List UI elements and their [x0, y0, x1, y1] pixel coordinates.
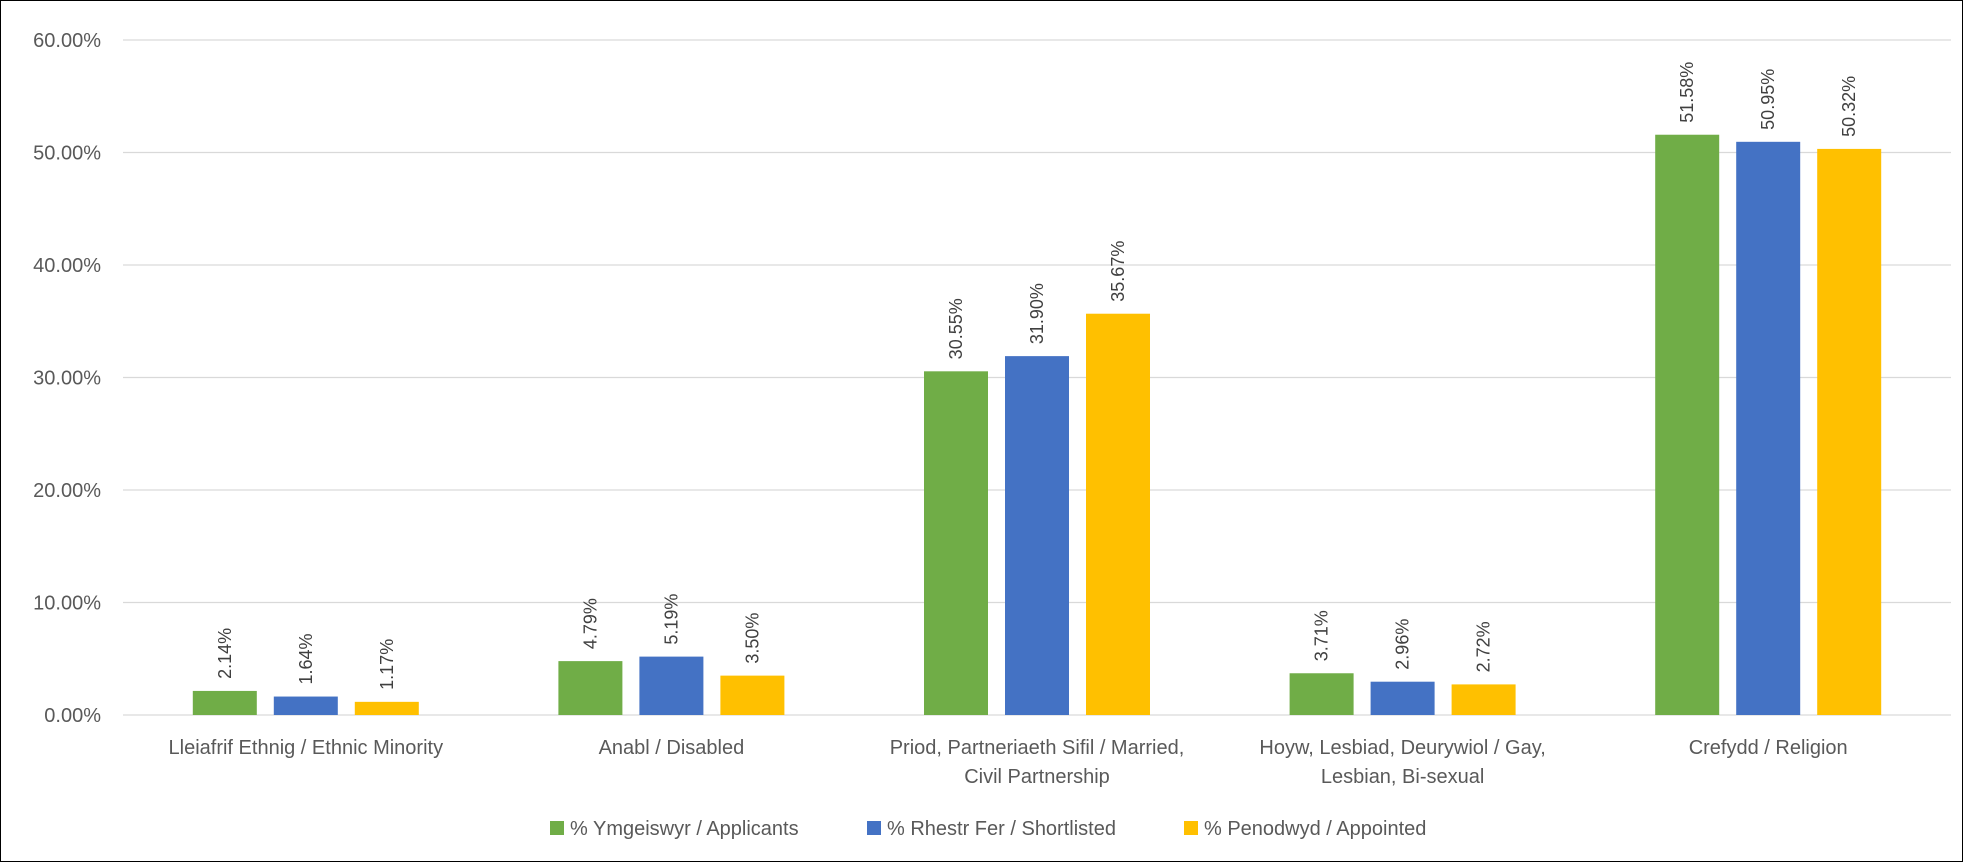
bar	[1005, 356, 1069, 715]
y-tick-label: 10.00%	[33, 593, 101, 615]
y-axis-tick-labels: 0.00% 10.00% 20.00% 30.00% 40.00% 50.00% 60.00…	[33, 30, 101, 727]
bar	[1817, 148, 1882, 715]
legend-label: % Penodwyd / Appointed	[1204, 818, 1426, 840]
bar	[924, 371, 988, 715]
y-tick-label: 20.00%	[33, 480, 101, 502]
category-label: Lleiafrif Ethnig / Ethnic Minority	[169, 737, 444, 759]
legend-swatch	[867, 821, 881, 835]
bar	[558, 661, 623, 715]
data-label: 2.72%	[1474, 621, 1494, 672]
bar	[639, 656, 704, 715]
x-axis-category-labels: Lleiafrif Ethnig / Ethnic Minority Anabl …	[169, 737, 1848, 788]
category-label: Hoyw, Lesbiad, Deurywiol / Gay,	[1259, 737, 1545, 759]
bar	[720, 675, 785, 715]
bar	[1736, 141, 1801, 715]
bar	[1289, 673, 1354, 715]
data-label: 30.55%	[946, 298, 966, 359]
y-tick-label: 0.00%	[44, 705, 101, 727]
bar	[1451, 684, 1516, 715]
y-tick-label: 60.00%	[33, 30, 101, 52]
category-label: Crefydd / Religion	[1689, 737, 1848, 759]
data-label: 3.50%	[742, 613, 762, 664]
legend-swatch	[550, 821, 564, 835]
data-label: 2.96%	[1393, 619, 1413, 670]
bar	[354, 701, 419, 715]
bar	[192, 690, 257, 715]
bar	[273, 696, 338, 715]
y-tick-label: 40.00%	[33, 255, 101, 277]
legend: % Ymgeiswyr / Applicants % Rhestr Fer / S…	[550, 818, 1426, 840]
data-labels: 2.14% 1.64% 1.17% 4.79% 5.19% 3.50% 30.55% 31.9…	[215, 62, 1859, 690]
data-label: 50.32%	[1839, 76, 1859, 137]
category-label: Anabl / Disabled	[599, 737, 745, 759]
data-label: 50.95%	[1758, 69, 1778, 130]
data-label: 4.79%	[580, 598, 600, 649]
bar	[1370, 681, 1435, 715]
legend-swatch	[1184, 821, 1198, 835]
data-label: 1.64%	[296, 634, 316, 685]
bar	[1086, 313, 1150, 715]
category-label: Civil Partnership	[964, 766, 1110, 788]
category-label: Priod, Partneriaeth Sifil / Married,	[890, 737, 1185, 759]
data-label: 35.67%	[1108, 241, 1128, 302]
y-tick-label: 30.00%	[33, 368, 101, 390]
data-label: 31.90%	[1027, 283, 1047, 344]
data-label: 2.14%	[215, 628, 235, 679]
data-label: 51.58%	[1677, 62, 1697, 123]
data-label: 1.17%	[377, 639, 397, 690]
data-label: 3.71%	[1312, 610, 1332, 661]
legend-label: % Ymgeiswyr / Applicants	[570, 818, 799, 840]
bars	[192, 134, 1882, 716]
bar	[1655, 134, 1720, 716]
legend-label: % Rhestr Fer / Shortlisted	[887, 818, 1116, 840]
y-tick-label: 50.00%	[33, 143, 101, 165]
data-label: 5.19%	[661, 594, 681, 645]
category-label: Lesbian, Bi-sexual	[1321, 766, 1484, 788]
